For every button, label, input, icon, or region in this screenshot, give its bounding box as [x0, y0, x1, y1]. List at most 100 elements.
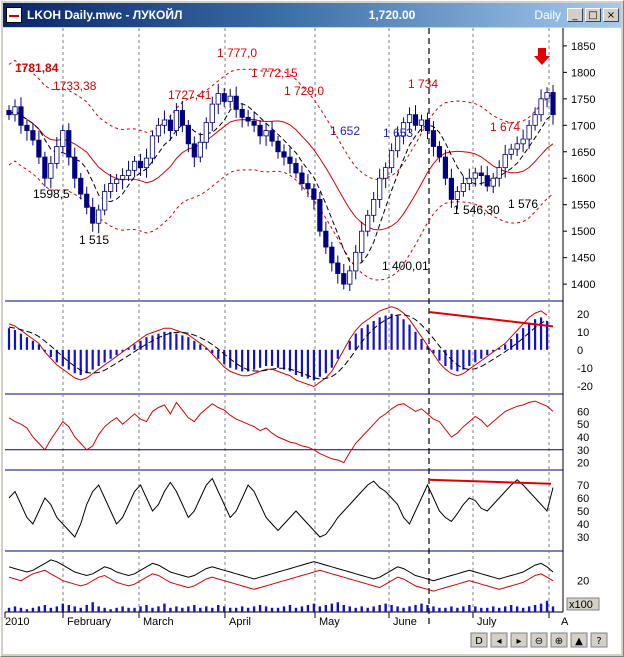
candle-body [263, 130, 269, 137]
nav-button-label[interactable]: ? [596, 636, 601, 647]
nav-button-label[interactable]: ▲ [575, 636, 583, 647]
price-tick-label: 1700 [571, 120, 595, 132]
close-button[interactable]: × [603, 8, 619, 22]
candle-body [550, 92, 556, 116]
nav-button[interactable]: ⊖ [530, 632, 548, 648]
candle-body [131, 160, 138, 171]
stochastic-line [8, 477, 554, 538]
price-annotation-red: 1 674 [490, 120, 520, 134]
nav-button-frame[interactable] [550, 632, 568, 648]
candle-body [66, 130, 72, 158]
title-bar[interactable]: LKOH Daily.mwc - ЛУКОЙЛ 1,720.00 Daily _… [3, 3, 621, 27]
price-annotation-blue: 1 652 [330, 124, 360, 138]
x-axis-label: 2010 [5, 616, 29, 628]
stochastic-tick-label: 30 [577, 532, 589, 544]
candle-body [54, 146, 60, 164]
nav-button-label[interactable]: ◂ [496, 636, 501, 647]
stochastic-tick-label: 40 [577, 519, 589, 531]
candle-body [442, 156, 449, 179]
last-price: 1,720.00 [368, 8, 416, 22]
candle-body [72, 156, 78, 179]
nav-button-label[interactable]: ▸ [516, 636, 521, 647]
candle-body [48, 163, 54, 179]
price-tick-label: 1800 [571, 67, 595, 79]
x-axis-label: February [67, 616, 112, 628]
macd-tick-label: 10 [577, 327, 589, 339]
candle-body [329, 246, 335, 264]
candle-body [341, 273, 347, 285]
candle-body [221, 93, 227, 102]
nav-button[interactable]: ? [590, 632, 608, 648]
maximize-button[interactable]: □ [585, 8, 601, 22]
nav-button-label[interactable]: ⊖ [535, 636, 543, 647]
macd-divergence-line [428, 311, 554, 328]
candle-body [377, 177, 383, 200]
candle-body [371, 199, 377, 216]
candle-body [125, 169, 132, 176]
stochastic-tick-label: 50 [577, 506, 589, 518]
candle-body [257, 124, 263, 137]
nav-button[interactable]: ◂ [490, 632, 508, 648]
price-annotation-red: 1 729,0 [284, 84, 324, 98]
candle-body [114, 178, 120, 184]
candle-body [197, 141, 203, 158]
candle-body [185, 124, 191, 145]
candle-body [460, 183, 466, 192]
candle-body [472, 172, 478, 179]
candle-body [478, 172, 484, 176]
nav-button-frame[interactable] [470, 632, 488, 648]
nav-button[interactable]: D [470, 632, 488, 648]
chart-svg[interactable]: 1400 1450 1500 1550 1600 1650 1700 1750 1800 1850… [3, 28, 621, 654]
nav-button-frame[interactable] [590, 632, 608, 648]
candle-body [359, 230, 365, 253]
nav-button[interactable]: ▸ [510, 632, 528, 648]
window-title: LKOH Daily.mwc - ЛУКОЙЛ [27, 8, 183, 22]
candle-body [484, 175, 490, 187]
rsi-tick-label: 20 [577, 458, 589, 470]
price-annotation-black: 1 546,30 [453, 203, 500, 217]
nav-button-label[interactable]: D [475, 636, 483, 647]
price-annotation-red: 1 734 [408, 77, 438, 91]
candle-body [102, 191, 108, 211]
minimize-button[interactable]: _ [567, 8, 583, 22]
price-tick-label: 1500 [571, 226, 595, 238]
x-axis-label: June [393, 616, 417, 628]
candle-body [520, 138, 526, 145]
volume-units-label: x100 [569, 599, 593, 611]
nav-button[interactable]: ▲ [570, 632, 588, 648]
candle-body [143, 157, 150, 169]
adx-tick-label: 20 [577, 576, 589, 588]
candle-body [161, 119, 168, 126]
candle-body [275, 140, 281, 153]
candle-body [281, 151, 287, 158]
candle-body [424, 119, 431, 131]
candle-body [167, 119, 174, 131]
nav-button-frame[interactable] [510, 632, 528, 648]
rsi-tick-label: 30 [577, 445, 589, 457]
x-axis-label: April [229, 616, 251, 628]
candle-body [353, 251, 359, 272]
adx-line-2 [8, 569, 554, 592]
candle-body [323, 230, 329, 248]
candle-body [173, 110, 179, 131]
price-tick-label: 1750 [571, 94, 595, 106]
x-axis-label: July [477, 616, 497, 628]
candle-body [269, 130, 275, 142]
candle-body [245, 116, 251, 122]
rsi-tick-label: 50 [577, 419, 589, 431]
candle-body [96, 209, 102, 224]
nav-button-frame[interactable] [570, 632, 588, 648]
nav-button-frame[interactable] [530, 632, 548, 648]
nav-button[interactable]: ⊕ [550, 632, 568, 648]
nav-button-label[interactable]: ⊕ [555, 636, 563, 647]
nav-button-frame[interactable] [490, 632, 508, 648]
chart-area[interactable]: 1400 1450 1500 1550 1600 1650 1700 1750 1800 1850… [3, 28, 621, 654]
candle-body [84, 193, 90, 208]
period-label: Daily [534, 8, 561, 22]
macd-signal-line [8, 314, 548, 380]
candle-body [544, 92, 550, 100]
candle-body [299, 172, 305, 184]
stochastic-tick-label: 70 [577, 480, 589, 492]
price-tick-label: 1550 [571, 200, 595, 212]
candle-body [24, 124, 30, 131]
